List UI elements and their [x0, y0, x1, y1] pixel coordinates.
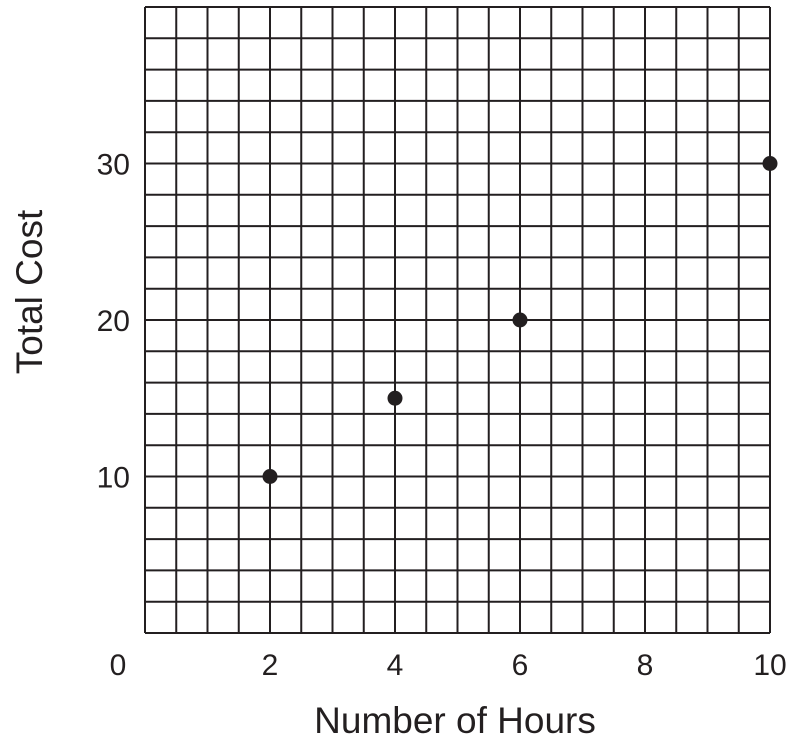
- grid: [144, 6, 771, 634]
- x-tick-label: 4: [387, 649, 404, 682]
- data-point: [387, 390, 403, 406]
- x-tick-label: 2: [262, 649, 279, 682]
- x-tick-label: 10: [753, 649, 786, 682]
- data-point: [262, 469, 278, 484]
- y-tick-label: 20: [97, 305, 130, 338]
- x-tick-label: 0: [110, 649, 127, 682]
- data-points: [262, 156, 778, 484]
- y-tick-labels: 10 20 30: [97, 149, 130, 495]
- x-tick-label: 6: [512, 649, 529, 682]
- y-tick-label: 30: [97, 149, 130, 182]
- x-axis-label: Number of Hours: [314, 700, 596, 741]
- x-tick-label: 8: [637, 649, 654, 682]
- x-tick-labels: 0 2 4 6 8 10: [110, 649, 787, 682]
- y-axis-label: Total Cost: [9, 209, 50, 374]
- y-tick-label: 10: [97, 462, 130, 495]
- data-point: [512, 312, 528, 328]
- data-point: [762, 156, 778, 171]
